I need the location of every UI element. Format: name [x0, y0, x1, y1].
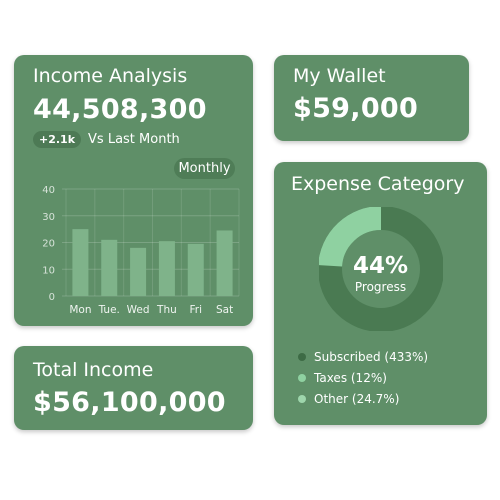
donut-progress-arc	[319, 207, 382, 268]
x-tick-label: Tue.	[98, 304, 120, 316]
progress-percent: 44%	[352, 253, 409, 279]
bar-tue	[101, 239, 118, 296]
y-tick-label: 30	[42, 212, 55, 223]
y-tick-label: 20	[42, 239, 55, 250]
bar-wed	[130, 247, 147, 296]
x-tick-label: Fri	[189, 304, 202, 316]
total-income-card: Total Income $56,100,000	[14, 346, 253, 430]
income-analysis-card: 0 10 20 30 40 Mon Tue. Wed Thu Fri Sat Income Anal…	[14, 55, 253, 326]
x-tick-label: Wed	[127, 304, 150, 316]
income-delta-row: +2.1k Vs Last Month	[33, 131, 180, 148]
period-selector-button[interactable]: Monthly	[174, 158, 235, 179]
wallet-amount: $59,000	[293, 93, 419, 124]
expense-title: Expense Category	[291, 173, 465, 195]
legend-label: Subscribed (433%)	[314, 349, 429, 364]
y-tick-label: 40	[42, 185, 55, 196]
wallet-card: My Wallet $59,000	[274, 55, 469, 141]
x-tick-label: Mon	[69, 304, 91, 316]
total-income-amount: $56,100,000	[33, 387, 226, 418]
income-amount: 44,508,300	[33, 94, 207, 125]
progress-label: Progress	[354, 280, 407, 294]
y-tick-label: 10	[42, 265, 55, 276]
legend-label: Taxes (12%)	[314, 370, 387, 385]
x-tick-label: Thu	[156, 304, 177, 316]
income-delta-text: Vs Last Month	[88, 132, 180, 147]
income-title: Income Analysis	[33, 65, 188, 87]
legend-item-taxes: Taxes (12%)	[298, 367, 428, 388]
legend-label: Other (24.7%)	[314, 391, 400, 406]
legend-dot	[298, 373, 306, 382]
legend-item-other: Other (24.7%)	[298, 388, 428, 409]
legend-dot	[298, 352, 306, 361]
income-delta-badge: +2.1k	[33, 131, 82, 148]
bar-thu	[158, 241, 175, 296]
legend-dot	[298, 394, 306, 403]
income-bar-chart: 0 10 20 30 40 Mon Tue. Wed Thu Fri Sat	[42, 185, 240, 316]
wallet-title: My Wallet	[293, 65, 386, 87]
total-income-title: Total Income	[33, 359, 154, 381]
y-tick-label: 0	[49, 292, 55, 303]
expense-category-card: Expense Category 44% Progress Subscribed…	[274, 162, 487, 425]
bar-sat	[216, 230, 233, 296]
expense-donut-chart	[319, 207, 443, 331]
x-tick-label: Sat	[216, 304, 233, 316]
bar-mon	[72, 229, 89, 296]
legend-item-subscribed: Subscribed (433%)	[298, 346, 428, 367]
bar-fri	[187, 243, 204, 296]
expense-legend: Subscribed (433%) Taxes (12%) Other (24.…	[298, 346, 428, 409]
